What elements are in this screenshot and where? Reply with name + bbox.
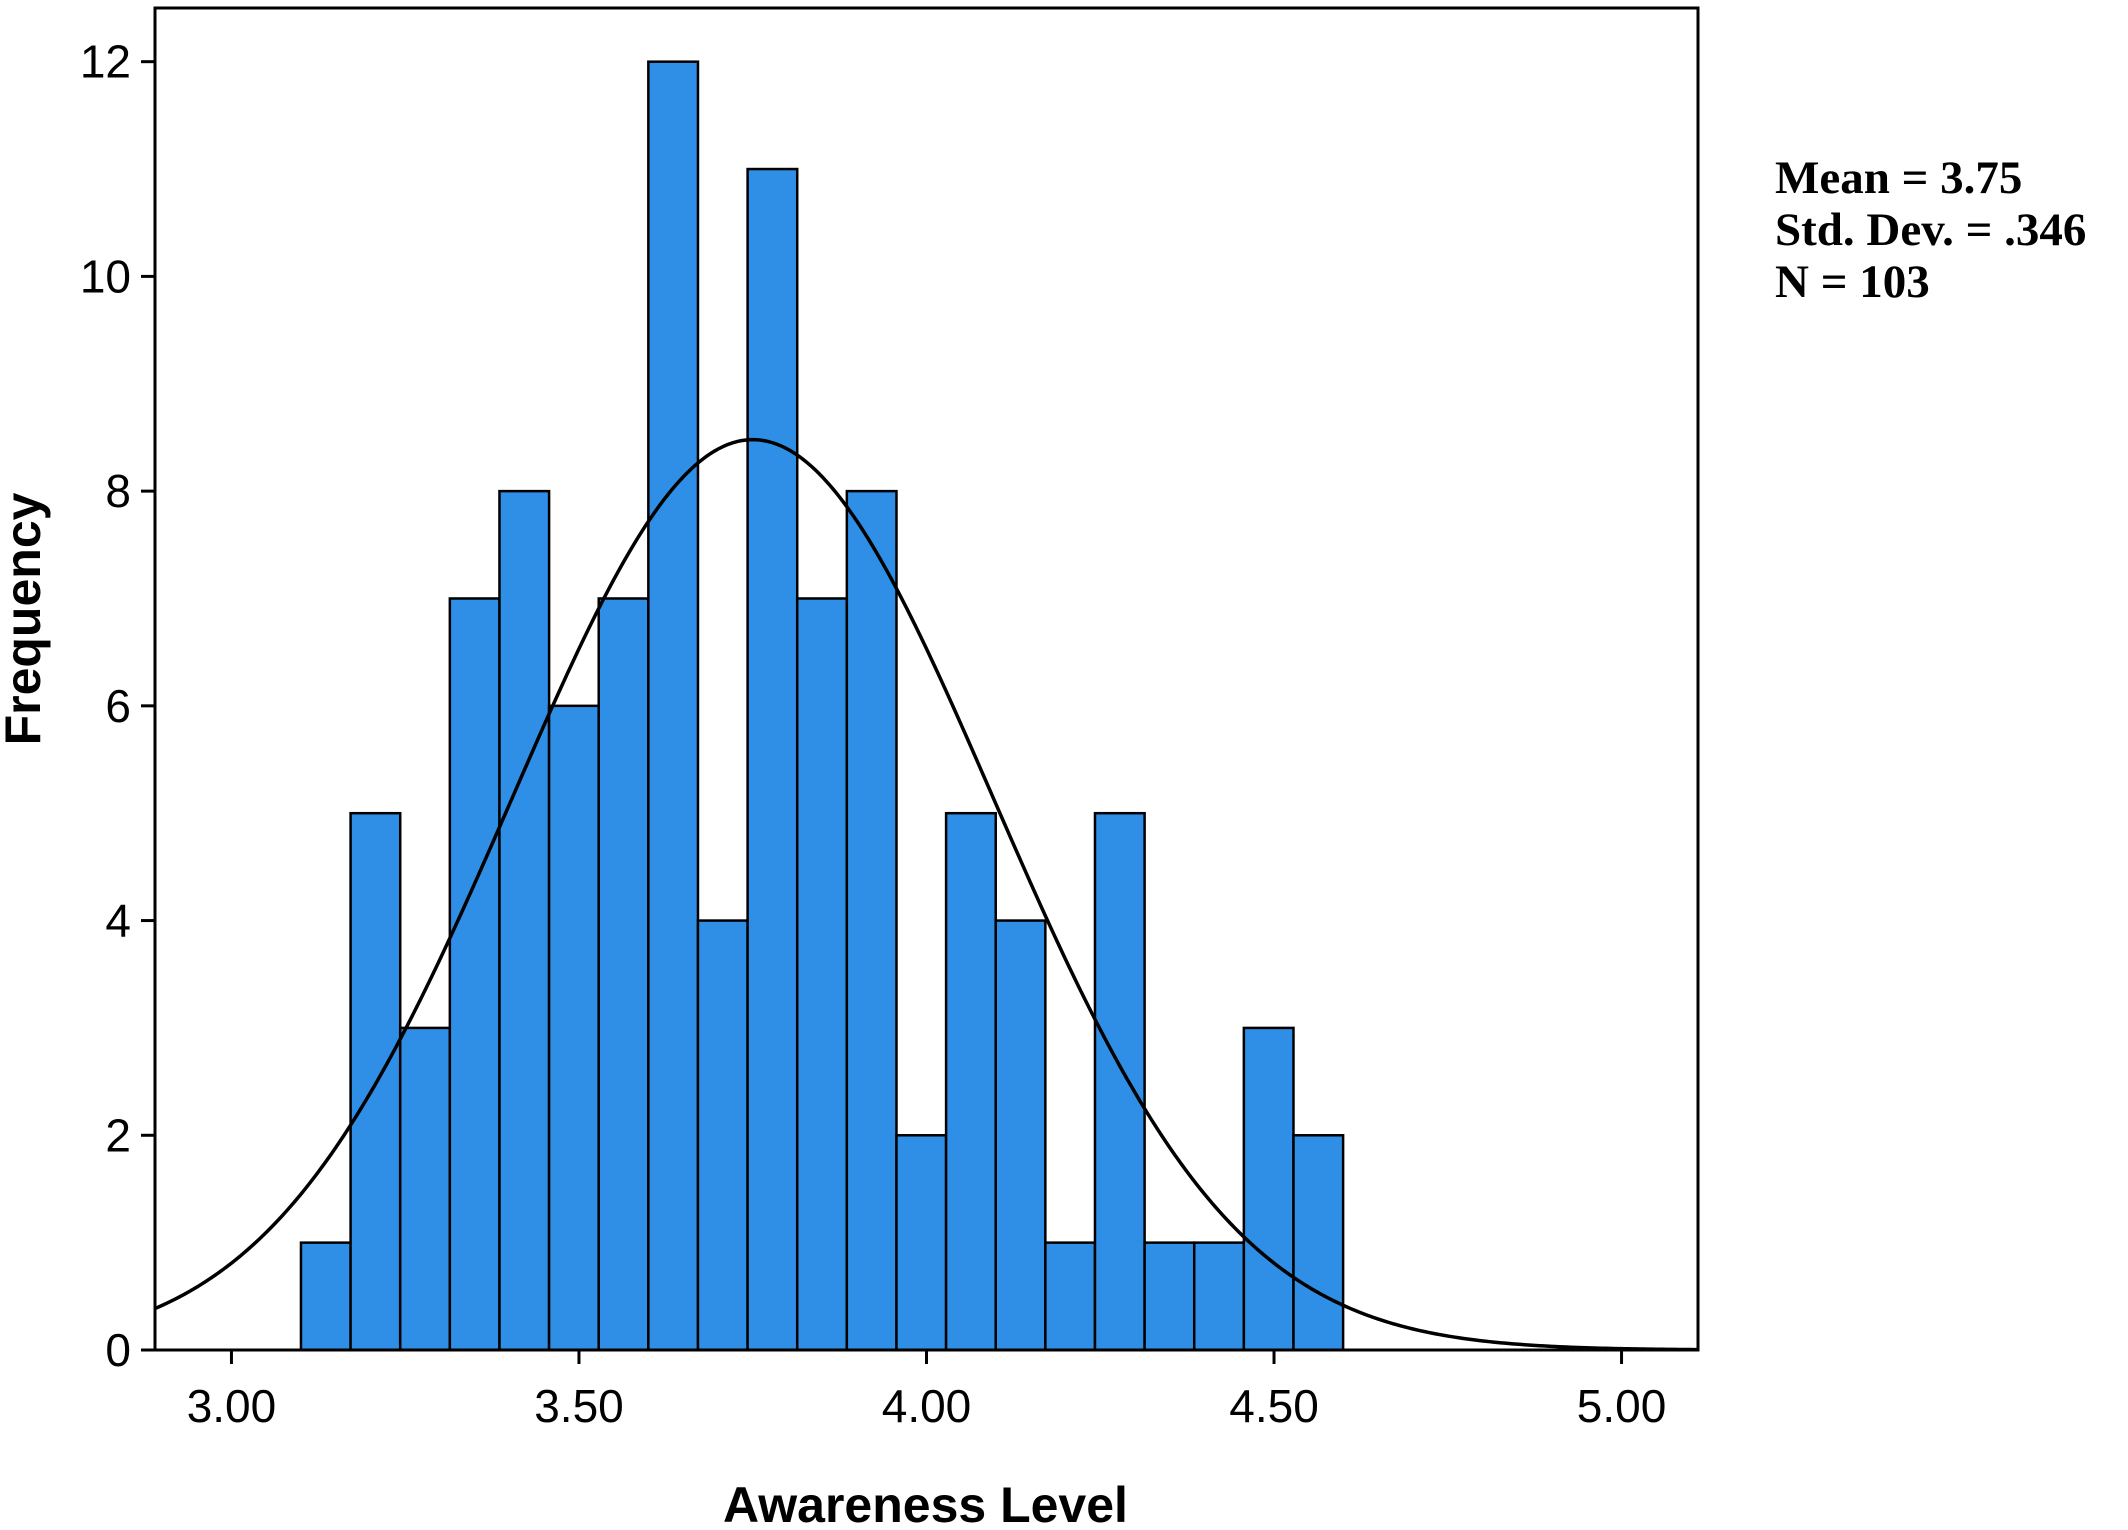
x-axis: 3.00 3.50 4.00 4.50 5.00 bbox=[187, 1350, 1667, 1432]
x-tick-label-0: 3.00 bbox=[187, 1380, 277, 1432]
y-axis: 0 2 4 6 8 10 12 bbox=[80, 36, 155, 1376]
y-tick-label-6: 12 bbox=[80, 36, 131, 88]
histogram-bar-7 bbox=[647, 60, 700, 1352]
y-tick-label-1: 2 bbox=[105, 1109, 131, 1161]
stats-n: N = 103 bbox=[1775, 256, 1930, 308]
x-axis-title: Awareness Level bbox=[723, 1477, 1128, 1525]
histogram-bar-5 bbox=[547, 704, 600, 1352]
histogram-bar-20 bbox=[1292, 1134, 1345, 1352]
stats-std-dev: Std. Dev. = .346 bbox=[1775, 204, 2087, 256]
histogram-bar-17 bbox=[1143, 1241, 1196, 1352]
normal-curve bbox=[154, 437, 1699, 1352]
curve-layer bbox=[154, 437, 1699, 1352]
histogram-bar-8 bbox=[696, 919, 749, 1352]
histogram-bar-9 bbox=[746, 167, 799, 1352]
histogram-bar-3 bbox=[448, 597, 501, 1352]
histogram-bar-19 bbox=[1242, 1026, 1295, 1352]
histogram-bar-11 bbox=[845, 489, 898, 1352]
stats-mean: Mean = 3.75 bbox=[1775, 152, 2023, 204]
y-tick-label-0: 0 bbox=[105, 1324, 131, 1376]
y-tick-label-3: 6 bbox=[105, 680, 131, 732]
bars-layer bbox=[299, 60, 1345, 1352]
histogram-bar-12 bbox=[895, 1134, 948, 1352]
histogram-bar-18 bbox=[1192, 1241, 1246, 1352]
histogram-bar-6 bbox=[597, 597, 650, 1352]
x-tick-label-3: 4.50 bbox=[1229, 1380, 1319, 1432]
histogram-bar-13 bbox=[944, 811, 997, 1352]
x-tick-label-1: 3.50 bbox=[534, 1380, 624, 1432]
y-tick-label-2: 4 bbox=[105, 895, 131, 947]
stats-legend: Mean = 3.75 Std. Dev. = .346 N = 103 bbox=[1775, 152, 2086, 308]
x-tick-label-4: 5.00 bbox=[1577, 1380, 1667, 1432]
histogram-bar-16 bbox=[1093, 811, 1146, 1352]
x-tick-label-2: 4.00 bbox=[882, 1380, 972, 1432]
histogram-bar-14 bbox=[994, 919, 1047, 1352]
histogram-bar-4 bbox=[498, 489, 551, 1352]
y-tick-label-4: 8 bbox=[105, 465, 131, 517]
y-axis-title: Frequency bbox=[0, 492, 51, 745]
histogram-bar-15 bbox=[1044, 1241, 1097, 1352]
histogram-bar-10 bbox=[795, 597, 849, 1352]
histogram-bar-2 bbox=[398, 1026, 452, 1352]
y-tick-label-5: 10 bbox=[80, 250, 131, 302]
histogram-bar-0 bbox=[299, 1241, 352, 1352]
